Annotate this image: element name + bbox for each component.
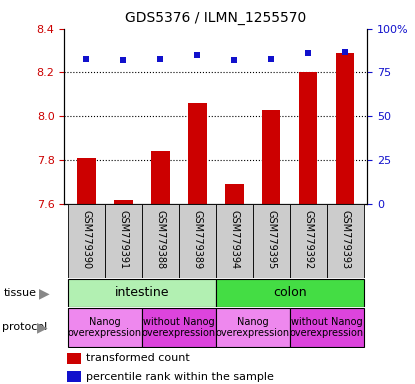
Bar [68,279,216,306]
Bar [179,204,216,278]
Bar [67,371,81,382]
Point [305,50,312,56]
Text: GSM779390: GSM779390 [81,210,91,269]
Bar [290,308,364,347]
Bar [253,204,290,278]
Text: GSM779388: GSM779388 [155,210,166,269]
Bar [68,204,105,278]
Bar [142,308,216,347]
Bar [142,204,179,278]
Point [157,55,164,61]
Point [342,48,349,55]
Bar [188,103,207,204]
Bar [216,204,253,278]
Bar [225,184,244,204]
Bar [299,73,317,204]
Text: tissue: tissue [4,288,37,298]
Text: ▶: ▶ [39,286,50,300]
Point [120,57,127,63]
Bar [216,279,364,306]
Bar [105,204,142,278]
Text: GSM779392: GSM779392 [303,210,313,269]
Text: GSM779395: GSM779395 [266,210,276,269]
Title: GDS5376 / ILMN_1255570: GDS5376 / ILMN_1255570 [125,11,306,25]
Text: GSM779393: GSM779393 [340,210,350,269]
Text: protocol: protocol [2,322,47,333]
Text: colon: colon [273,286,307,299]
Text: without Nanog
overexpression: without Nanog overexpression [142,316,216,338]
Text: Nanog
overexpression: Nanog overexpression [216,316,290,338]
Bar [327,204,364,278]
Bar [151,151,170,204]
Bar [67,353,81,364]
Bar [68,308,142,347]
Text: percentile rank within the sample: percentile rank within the sample [85,372,273,382]
Point [268,55,275,61]
Bar [290,204,327,278]
Text: ▶: ▶ [37,320,47,334]
Point [83,55,90,61]
Text: GSM779394: GSM779394 [229,210,239,269]
Text: intestine: intestine [115,286,169,299]
Text: GSM779391: GSM779391 [118,210,128,269]
Point [194,52,200,58]
Bar [336,53,354,204]
Text: GSM779389: GSM779389 [192,210,203,269]
Text: Nanog
overexpression: Nanog overexpression [68,316,142,338]
Text: without Nanog
overexpression: without Nanog overexpression [290,316,364,338]
Point [231,57,238,63]
Bar [216,308,290,347]
Bar [262,109,281,204]
Bar [114,200,133,204]
Text: transformed count: transformed count [85,353,189,364]
Bar [77,158,96,204]
